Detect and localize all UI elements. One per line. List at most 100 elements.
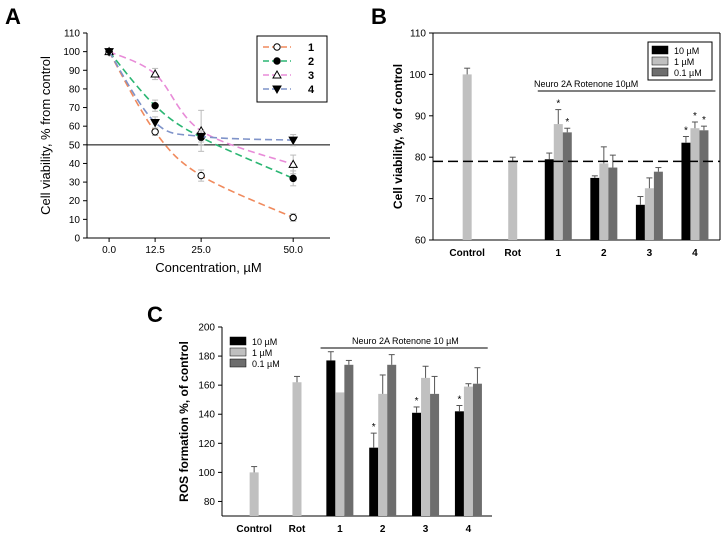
data-point: [272, 85, 282, 95]
y-tick-label: 140: [198, 410, 215, 421]
significance-star: *: [693, 111, 697, 122]
x-tick-label: 0.0: [102, 245, 116, 256]
y-tick-label: 200: [198, 323, 215, 334]
panel-a: A 0 10 20 30 40 50 60 70 80 90 100 110 0.0 12.5 25.0 50…: [5, 4, 330, 275]
data-point: [197, 171, 205, 180]
legend: 10 µM1 µM0.1 µM: [226, 333, 296, 371]
series-4: [104, 48, 299, 147]
legend-label: 1 µM: [674, 57, 694, 67]
legend-label: 0.1 µM: [674, 68, 702, 78]
y-axis-title: Cell viability, % of control: [391, 64, 405, 209]
legend-swatch: [229, 347, 247, 357]
y-axis-title: ROS formation %, of control: [177, 341, 191, 502]
legend-label: 1 µM: [252, 348, 272, 358]
significance-star: *: [684, 126, 688, 137]
x-tick-label: 50.0: [283, 245, 303, 256]
y-axis-title: Cell viability, % from control: [38, 56, 53, 215]
data-point: [273, 57, 281, 65]
data-point: [289, 213, 297, 222]
data-point: [196, 132, 206, 142]
bar: [378, 393, 388, 516]
data-point: [288, 136, 299, 146]
x-category-label: 3: [647, 248, 653, 259]
x-tick-label: 12.5: [145, 245, 165, 256]
bar: [326, 360, 336, 516]
y-tick-label: 80: [415, 153, 427, 164]
bar: [681, 142, 691, 240]
bar: [412, 412, 422, 516]
y-tick-label: 70: [415, 194, 427, 205]
data-point: [273, 43, 281, 51]
series-line: [108, 51, 294, 219]
bar: [430, 393, 440, 516]
treatment-annotation: Neuro 2A Rotenone 10µM: [534, 79, 638, 89]
panel-b: B 60 70 80 90 100 110 Control Rot 1 2 3 4 Cell viabi…: [371, 4, 721, 259]
legend-box: [256, 35, 328, 103]
bar: [690, 128, 700, 240]
y-tick-label: 40: [69, 159, 81, 170]
x-category-label: 2: [601, 248, 607, 259]
y-tick-label: 160: [198, 381, 215, 392]
series-line: [108, 51, 294, 180]
y-tick-label: 100: [409, 70, 426, 81]
legend-label: 1: [308, 42, 314, 54]
y-tick-label: 70: [69, 103, 81, 114]
bar: [335, 392, 345, 516]
bar: [472, 383, 482, 516]
bar: [553, 124, 563, 240]
bar: [463, 386, 473, 516]
y-tick-label: 30: [69, 178, 81, 189]
x-tick-label: 25.0: [191, 245, 211, 256]
bar: [653, 171, 663, 240]
x-category-label: 4: [692, 248, 698, 259]
legend-swatch: [651, 67, 669, 77]
bar: [369, 447, 379, 516]
x-category-label: 3: [423, 524, 429, 535]
y-tick-label: 80: [69, 84, 81, 95]
x-category-label: Rot: [504, 248, 521, 259]
bar: [344, 364, 354, 516]
significance-star: *: [702, 115, 706, 126]
legend-swatch: [651, 56, 669, 66]
x-category-label: 1: [337, 524, 343, 535]
legend-swatch: [651, 45, 669, 55]
bar: [635, 204, 645, 240]
y-tick-label: 100: [63, 47, 80, 58]
panel-c: C 80 100 120 140 160 180 200 Control Rot 1 2 3 4 ROS …: [147, 302, 492, 535]
panel-b-letter: B: [371, 4, 387, 29]
data-point: [150, 68, 160, 78]
data-point: [151, 128, 159, 136]
legend: 1 2 3 4: [256, 35, 328, 103]
y-tick-label: 90: [69, 66, 81, 77]
significance-star: *: [415, 396, 419, 407]
x-category-label: 2: [380, 524, 386, 535]
bar: [562, 132, 572, 240]
x-axis-title: Concentration, µM: [155, 260, 261, 275]
legend-label: 4: [308, 84, 315, 96]
data-point: [150, 118, 160, 128]
significance-star: *: [372, 422, 376, 433]
bar: [249, 472, 259, 516]
data-point: [151, 101, 159, 110]
panel-c-letter: C: [147, 302, 163, 327]
y-tick-label: 110: [64, 29, 80, 40]
x-category-label: Control: [236, 524, 272, 535]
bar: [292, 382, 302, 516]
y-tick-label: 110: [410, 29, 426, 40]
legend-label: 2: [308, 56, 314, 68]
bar: [387, 364, 397, 516]
bar: [608, 167, 618, 240]
y-tick-label: 90: [415, 111, 427, 122]
legend-swatch: [229, 358, 247, 368]
bar: [508, 161, 518, 240]
y-tick-label: 80: [204, 497, 216, 508]
y-tick-label: 60: [415, 236, 427, 247]
legend-label: 0.1 µM: [252, 359, 280, 369]
data-point: [272, 69, 282, 79]
bar: [590, 177, 600, 240]
legend-swatch: [229, 336, 247, 346]
series-line: [108, 50, 294, 166]
series-line: [108, 51, 294, 141]
x-category-label: 1: [555, 248, 561, 259]
